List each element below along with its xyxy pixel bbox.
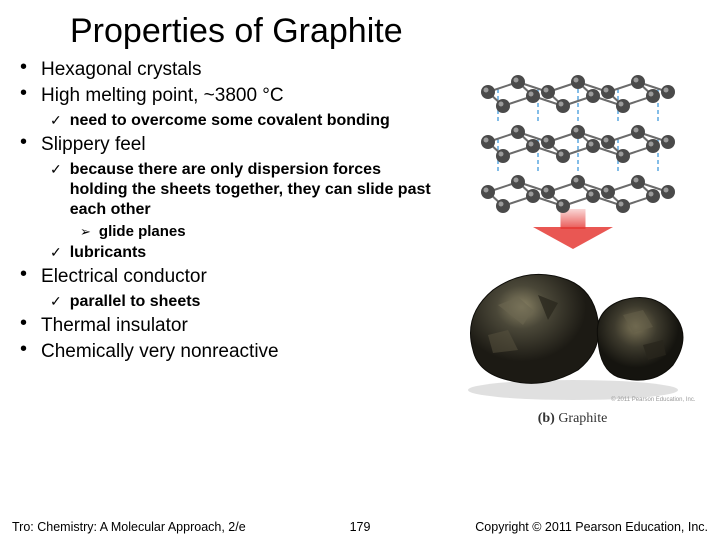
bullet-dot-icon: • bbox=[20, 339, 27, 359]
text-column: • Hexagonal crystals • High melting poin… bbox=[20, 59, 440, 427]
bullet-text: Thermal insulator bbox=[41, 315, 188, 337]
graphite-layer bbox=[458, 114, 688, 164]
image-column: © 2011 Pearson Education, Inc. (b) Graph… bbox=[440, 59, 705, 427]
bullet-dot-icon: • bbox=[20, 83, 27, 103]
check-icon: ✓ bbox=[50, 112, 62, 129]
image-copyright: © 2011 Pearson Education, Inc. bbox=[611, 397, 695, 403]
sub-text: because there are only dispersion forces… bbox=[70, 160, 434, 220]
bullet-conductor: • Electrical conductor bbox=[20, 266, 434, 288]
bullet-text: Slippery feel bbox=[41, 134, 146, 156]
bullet-slippery: • Slippery feel bbox=[20, 134, 434, 156]
check-icon: ✓ bbox=[50, 161, 62, 178]
bullet-text: Electrical conductor bbox=[41, 266, 207, 288]
caption-name: Graphite bbox=[558, 411, 607, 426]
graphite-layer bbox=[458, 164, 688, 214]
sub-lubricants: ✓ lubricants bbox=[50, 243, 434, 263]
graphite-rock-photo: © 2011 Pearson Education, Inc. bbox=[448, 255, 698, 405]
footer-right: Copyright © 2011 Pearson Education, Inc. bbox=[475, 520, 708, 534]
bullet-melting: • High melting point, ~3800 °C bbox=[20, 85, 434, 107]
content-area: • Hexagonal crystals • High melting poin… bbox=[0, 51, 720, 427]
check-icon: ✓ bbox=[50, 244, 62, 261]
sub-text: need to overcome some covalent bonding bbox=[70, 111, 390, 131]
sub2-text: glide planes bbox=[99, 223, 186, 240]
bullet-dot-icon: • bbox=[20, 313, 27, 333]
bullet-nonreactive: • Chemically very nonreactive bbox=[20, 341, 434, 363]
bullet-hexagonal: • Hexagonal crystals bbox=[20, 59, 434, 81]
sub-covalent: ✓ need to overcome some covalent bonding bbox=[50, 111, 434, 131]
bullet-text: High melting point, ~3800 °C bbox=[41, 85, 284, 107]
bullet-text: Hexagonal crystals bbox=[41, 59, 202, 81]
footer-page-number: 179 bbox=[350, 520, 371, 534]
slide-title: Properties of Graphite bbox=[0, 0, 720, 51]
footer-left: Tro: Chemistry: A Molecular Approach, 2/… bbox=[12, 520, 246, 534]
caption-label: (b) bbox=[538, 411, 555, 426]
sub-text: parallel to sheets bbox=[70, 292, 201, 312]
bullet-thermal: • Thermal insulator bbox=[20, 315, 434, 337]
sub-parallel: ✓ parallel to sheets bbox=[50, 292, 434, 312]
photo-caption: (b) Graphite bbox=[538, 411, 608, 427]
sub-dispersion: ✓ because there are only dispersion forc… bbox=[50, 160, 434, 220]
sub-text: lubricants bbox=[70, 243, 146, 263]
arrow-down-icon bbox=[533, 227, 613, 249]
graphite-layer bbox=[458, 64, 688, 114]
bullet-text: Chemically very nonreactive bbox=[41, 341, 279, 363]
bullet-dot-icon: • bbox=[20, 57, 27, 77]
slide-footer: Tro: Chemistry: A Molecular Approach, 2/… bbox=[0, 520, 720, 534]
check-icon: ✓ bbox=[50, 293, 62, 310]
graphite-structure-diagram bbox=[448, 59, 698, 249]
bullet-dot-icon: • bbox=[20, 264, 27, 284]
sub2-glide: ➢ glide planes bbox=[80, 223, 434, 240]
arrow-icon: ➢ bbox=[80, 224, 91, 240]
bullet-dot-icon: • bbox=[20, 132, 27, 152]
